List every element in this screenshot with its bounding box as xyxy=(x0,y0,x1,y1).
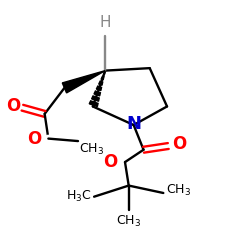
Text: H: H xyxy=(100,15,111,30)
Text: CH$_3$: CH$_3$ xyxy=(79,142,104,158)
Polygon shape xyxy=(99,81,103,85)
Polygon shape xyxy=(92,96,99,101)
Text: N: N xyxy=(126,115,141,133)
Text: O: O xyxy=(172,134,186,152)
Polygon shape xyxy=(89,101,98,106)
Text: O: O xyxy=(6,98,20,116)
Text: CH$_3$: CH$_3$ xyxy=(166,183,191,198)
Polygon shape xyxy=(62,70,105,93)
Polygon shape xyxy=(101,76,104,80)
Polygon shape xyxy=(104,71,105,74)
Polygon shape xyxy=(96,86,102,90)
Text: CH$_3$: CH$_3$ xyxy=(116,214,141,229)
Text: H$_3$C: H$_3$C xyxy=(66,189,92,204)
Polygon shape xyxy=(94,91,100,96)
Text: O: O xyxy=(103,153,118,171)
Text: O: O xyxy=(27,130,41,148)
